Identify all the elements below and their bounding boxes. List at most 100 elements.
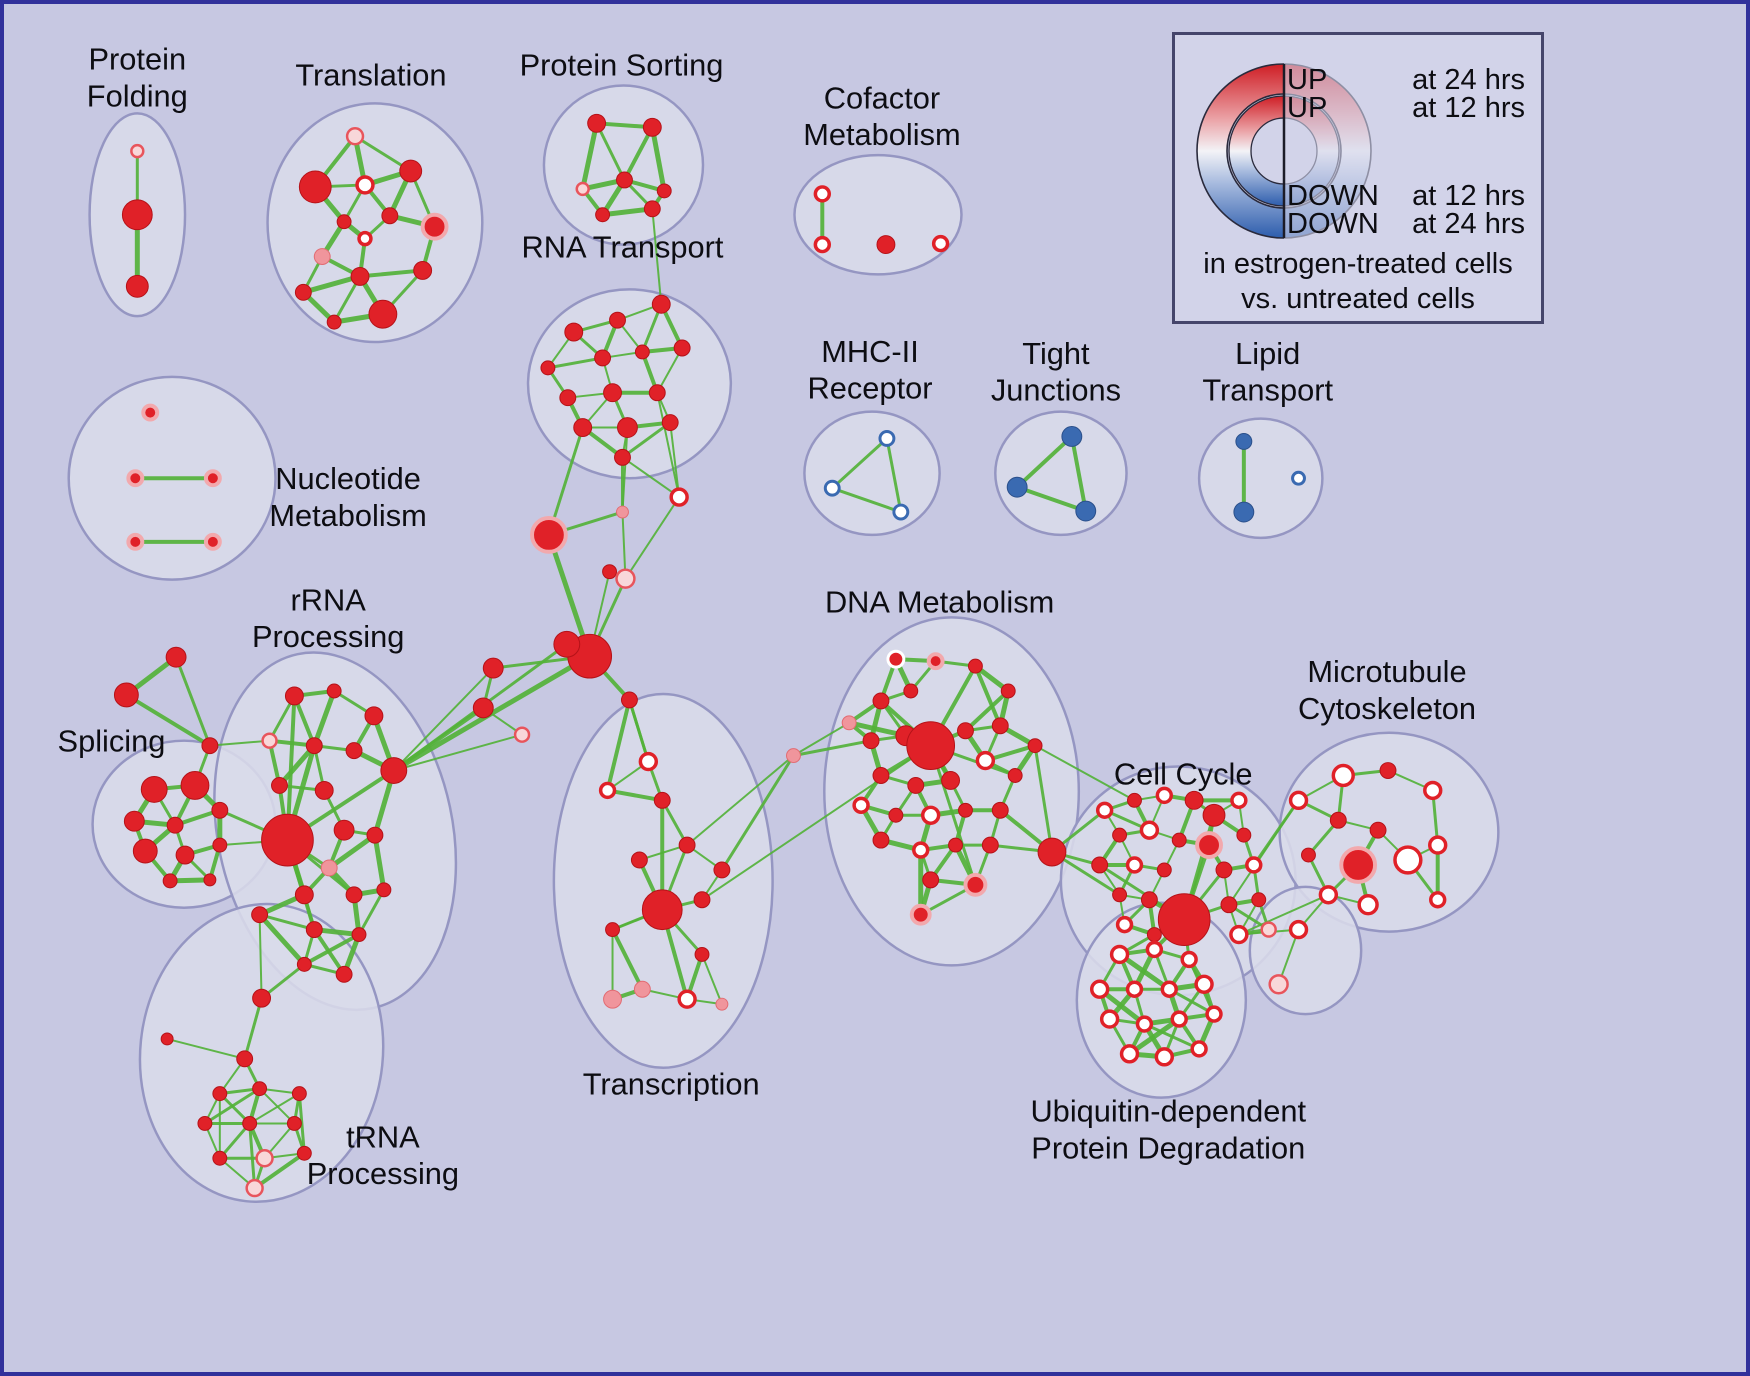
network-node <box>125 274 149 298</box>
network-edge <box>252 1151 307 1191</box>
network-node <box>1229 924 1249 945</box>
network-node <box>991 801 1009 819</box>
network-edge <box>624 496 681 580</box>
network-node <box>286 1115 302 1131</box>
network-node <box>261 813 314 867</box>
network-node <box>1288 919 1309 940</box>
network-node <box>1091 856 1109 874</box>
network-edge <box>686 754 795 847</box>
network-node <box>1369 821 1387 839</box>
network-node <box>1171 832 1187 848</box>
network-node <box>366 826 384 844</box>
network-node <box>575 181 590 197</box>
network-node <box>643 200 661 218</box>
network-node <box>852 796 870 815</box>
network-node <box>1301 847 1316 863</box>
network-edge <box>580 120 600 192</box>
network-edge <box>357 888 386 937</box>
network-node <box>236 1050 254 1068</box>
network-node <box>357 230 373 247</box>
legend-caption: in estrogen-treated cells vs. untreated … <box>1175 247 1541 317</box>
network-node <box>677 989 697 1009</box>
network-node <box>376 882 392 898</box>
network-node <box>1135 1015 1154 1033</box>
network-node <box>1251 892 1267 908</box>
cluster-ellipse-mhc <box>803 410 941 537</box>
network-edge <box>300 273 363 295</box>
network-node <box>1160 980 1178 998</box>
network-node <box>160 1032 174 1046</box>
network-node <box>958 802 973 818</box>
network-node <box>912 841 930 859</box>
network-node <box>595 207 611 223</box>
cluster-label-microtubule-cytoskeleton: Microtubule Cytoskeleton <box>1298 654 1476 726</box>
legend-row-up-24hrs: UP at 24 hrs <box>1287 64 1525 96</box>
network-node <box>1331 763 1355 788</box>
network-node <box>1291 470 1306 486</box>
network-node <box>305 921 323 939</box>
network-node <box>420 212 449 241</box>
cluster-label-transcription: Transcription <box>583 1067 760 1102</box>
network-node <box>166 816 184 834</box>
network-node <box>1145 940 1164 959</box>
network-node <box>981 836 999 854</box>
network-edge <box>620 421 672 459</box>
network-node <box>1393 845 1423 875</box>
network-node <box>399 159 423 183</box>
network-node <box>132 838 158 864</box>
network-node <box>616 505 629 519</box>
network-edge <box>243 996 264 1061</box>
network-edge <box>546 356 605 370</box>
network-node <box>326 683 342 699</box>
network-node <box>1195 831 1223 859</box>
network-node <box>948 837 963 853</box>
network-node <box>284 686 304 706</box>
network-node <box>1155 786 1174 805</box>
network-node <box>345 127 365 146</box>
network-node <box>1202 803 1226 827</box>
network-node <box>967 658 983 674</box>
cluster-label-protein-sorting: Protein Sorting <box>520 48 724 83</box>
network-node <box>242 1115 258 1131</box>
legend-time-label: at 24 hrs <box>1412 64 1525 96</box>
network-node <box>212 1150 228 1166</box>
network-edge <box>392 667 495 772</box>
network-edge <box>372 832 387 893</box>
network-edge <box>1069 434 1088 514</box>
network-edge <box>174 655 212 748</box>
network-edge <box>963 688 1011 733</box>
cluster-label-lipid-transport: Lipid Transport <box>1202 336 1333 408</box>
network-edge <box>203 1087 262 1125</box>
network-edge <box>929 744 977 887</box>
network-node <box>203 873 217 887</box>
network-node <box>1230 791 1248 810</box>
network-edge <box>830 436 889 490</box>
network-node <box>876 235 896 255</box>
network-node <box>540 360 556 376</box>
network-edge <box>621 426 629 514</box>
network-node <box>1288 790 1309 811</box>
network-node <box>616 171 633 189</box>
network-edge <box>1142 1022 1201 1051</box>
network-node <box>886 649 906 669</box>
network-edge <box>1015 434 1074 490</box>
network-node <box>1428 835 1448 855</box>
network-node <box>140 775 168 803</box>
network-edge <box>1237 893 1330 936</box>
network-node <box>1127 792 1142 808</box>
network-node <box>1140 891 1158 909</box>
network-node <box>892 503 910 521</box>
network-edge <box>248 1121 257 1190</box>
network-node <box>573 418 593 437</box>
network-node <box>314 780 334 800</box>
network-node <box>603 383 622 403</box>
network-node <box>1115 915 1134 934</box>
network-node <box>1061 426 1083 447</box>
network-node <box>1190 1040 1208 1058</box>
network-node <box>165 646 187 668</box>
network-node <box>271 776 288 794</box>
network-edge <box>701 953 723 1006</box>
network-node <box>903 683 919 699</box>
cluster-label-tight-junctions: Tight Junctions <box>991 336 1121 408</box>
network-edge <box>651 207 663 306</box>
